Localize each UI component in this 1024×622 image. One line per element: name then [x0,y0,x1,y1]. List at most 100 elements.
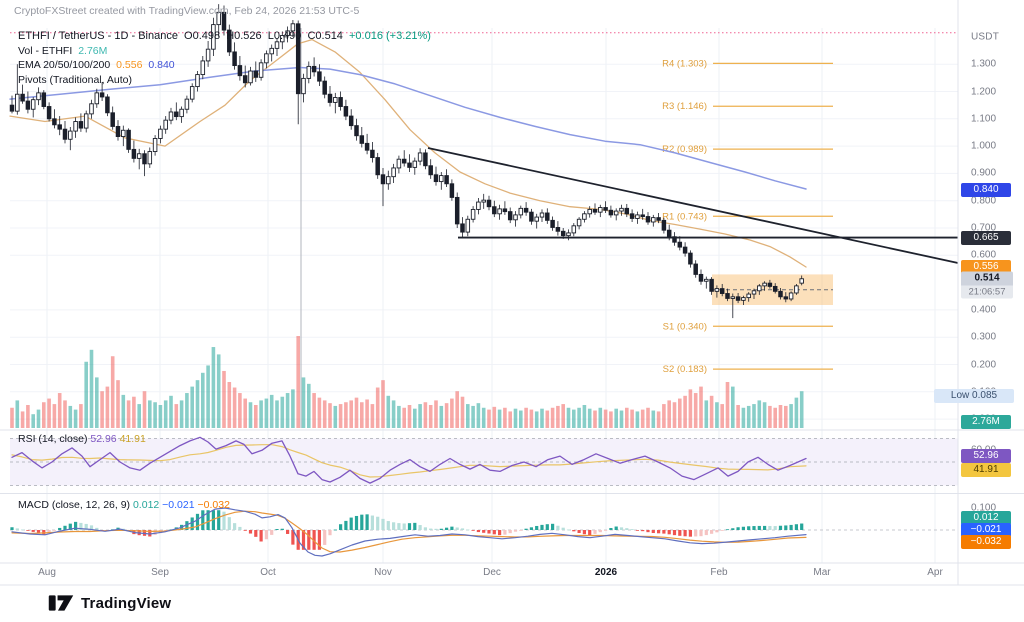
macd-histogram-bar [593,530,597,534]
macd-histogram-bar [423,527,427,530]
candle-body [30,99,36,110]
macd-histogram-bar [609,528,613,530]
volume-bar [799,391,804,428]
macd-histogram-bar [84,523,88,530]
macd-histogram-bar [222,511,226,530]
volume-bar [572,409,576,428]
candle-body [322,80,327,95]
candle-body [391,167,396,178]
legend-symbol-row[interactable]: ETHFI / TetherUS - 1D - Binance O0.498 H… [18,29,434,44]
macd-histogram-bar [26,530,30,531]
macd-histogram-bar [243,530,247,531]
month-label-sep: Sep [151,567,169,578]
macd-histogram-bar [625,528,629,530]
macd-histogram-bar [651,530,655,534]
volume-bar [79,404,83,428]
candle-body [242,75,248,84]
price-axis[interactable]: USDT 1.300 1.200 1.100 1.000 0.900 0.800 0.700… [958,0,1024,585]
candle-body [772,285,778,292]
volume-bar [736,405,740,428]
macd-histogram-bar [455,527,459,530]
macd-histogram-bar [662,530,666,534]
candle-body [110,112,115,127]
volume-bar [243,398,247,428]
volume-bar [307,383,311,428]
candle-body [613,210,619,216]
candle-body [412,160,418,168]
macd-histogram-bar [52,530,56,531]
candle-body [454,196,460,225]
volume-bar [630,409,634,428]
volume-bar [381,380,385,428]
volume-bar [259,400,263,428]
volume-bar [116,380,120,428]
volume-bar [519,410,523,428]
candle-body [301,77,306,95]
volume-bar [609,411,613,428]
candle-body [465,218,471,233]
candle-body [280,35,285,43]
macd-histogram-bar [460,528,465,530]
candle-body [200,60,206,76]
candle-body [640,214,645,217]
candle-body [142,153,147,165]
volume-bar [296,336,300,428]
volume-bar [375,387,380,428]
candle-body [735,296,741,301]
candle-body [539,212,545,218]
macd-histogram-bar [482,530,486,533]
candle-body [311,65,317,73]
macd-histogram-bar [21,529,25,531]
volume-bar [185,393,189,428]
candle-body [507,211,513,221]
rsi-value-badge: 52.96 [961,449,1011,463]
volume-bar [328,403,332,428]
volume-bar [232,387,237,428]
volume-bar [646,407,650,428]
candle-body [693,263,698,275]
candle-body [205,48,211,62]
macd-histogram-bar [561,527,565,530]
tradingview-logo[interactable]: TradingView [48,592,171,614]
volume-bar [148,400,152,428]
volume-bar [201,372,205,428]
volume-bar [704,400,709,428]
macd-histogram-bar [503,530,507,535]
volume-bar [63,400,67,428]
volume-bar [269,394,274,428]
macd-histogram-bar [254,530,258,537]
price-tick-label: 0.200 [971,359,997,370]
macd-signal-line [11,510,807,553]
legend-ema-row[interactable]: EMA 20/50/100/200 0.556 0.840 [18,58,434,73]
candle-body [163,119,168,130]
volume-bar [344,402,348,428]
legend-pivots-row[interactable]: Pivots (Traditional, Auto) [18,73,434,88]
time-axis[interactable]: Aug Sep Oct Nov Dec 2026 Feb Mar Apr [0,563,958,585]
macd-histogram-bar [349,517,353,530]
candle-body [757,285,762,292]
macd-histogram-bar [31,530,35,532]
macd-legend-row[interactable]: MACD (close, 12, 26, 9) 0.012 −0.021 −0.… [18,499,230,511]
month-label-mar: Mar [813,567,831,578]
volume-bar [794,397,799,428]
candle-body [799,278,804,284]
macd-histogram-bar [630,529,634,530]
candle-body [380,174,386,185]
candle-body [433,174,439,183]
rsi-legend-row[interactable]: RSI (14, close) 52.96 41.91 [18,433,146,445]
candle-body [105,96,110,114]
candle-body [486,199,492,208]
rsi-value: 52.96 [90,433,117,445]
macd-histogram-bar [757,525,761,530]
macd-histogram-bar [614,526,618,530]
volume-bar [402,407,406,428]
volume-bar [455,391,459,428]
macd-histogram-bar [333,529,337,531]
macd-histogram-bar [736,527,740,530]
candle-body [20,93,25,102]
legend-volume-row[interactable]: Vol - ETHFI 2.76M [18,44,434,59]
macd-histogram-bar [217,510,221,530]
low-price-badge: Low 0.085 [934,388,1014,403]
candle-body [258,62,264,78]
